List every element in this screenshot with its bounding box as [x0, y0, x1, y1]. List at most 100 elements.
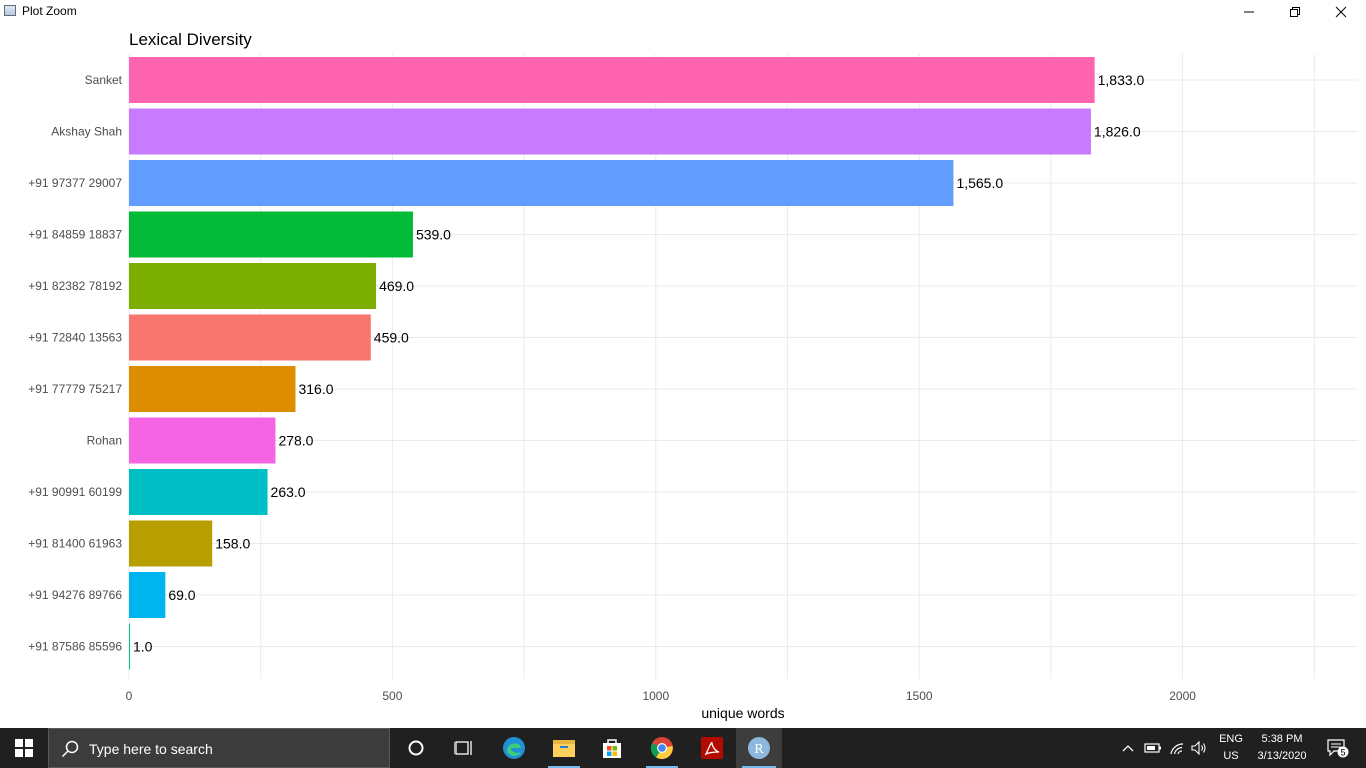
category-label: +91 81400 61963	[28, 537, 122, 551]
x-tick-label: 1500	[906, 689, 933, 703]
taskbar-r-app[interactable]: R	[736, 728, 782, 768]
category-label: Rohan	[87, 434, 122, 448]
value-label: 263.0	[271, 484, 306, 500]
x-tick-label: 2000	[1169, 689, 1196, 703]
restore-button[interactable]	[1272, 0, 1318, 24]
bar	[129, 108, 1091, 155]
bar	[129, 314, 371, 361]
category-label: Akshay Shah	[51, 125, 122, 139]
chart-title: Lexical Diversity	[129, 30, 252, 49]
value-label: 69.0	[168, 587, 195, 603]
value-label: 1.0	[133, 639, 153, 655]
network-indicator[interactable]	[1166, 728, 1188, 768]
active-indicator	[548, 766, 580, 768]
bar	[129, 520, 213, 567]
bar	[129, 211, 413, 258]
show-hidden-icons-button[interactable]	[1118, 728, 1138, 768]
wifi-icon	[1170, 743, 1184, 755]
bar	[129, 572, 166, 618]
taskbar-search-box[interactable]: Type here to search	[48, 728, 390, 768]
category-label: +91 72840 13563	[28, 331, 122, 345]
category-label: +91 82382 78192	[28, 279, 122, 293]
close-icon	[1335, 6, 1347, 18]
adobe-acrobat-icon	[701, 737, 723, 759]
file-explorer-icon	[553, 740, 575, 757]
minimize-button[interactable]	[1226, 0, 1272, 24]
category-label: +91 90991 60199	[28, 485, 122, 499]
bar	[129, 366, 296, 412]
chart-bars	[129, 57, 1095, 670]
x-tick-labels: 0 500 1000 1500 2000	[126, 689, 1197, 703]
cortana-circle-icon	[408, 740, 424, 756]
value-label: 158.0	[215, 536, 250, 552]
plot-window-icon	[4, 5, 16, 16]
chevron-up-icon	[1122, 745, 1134, 752]
active-indicator	[646, 766, 678, 768]
x-axis-label: unique words	[701, 705, 784, 721]
notification-icon: 5	[1327, 739, 1349, 758]
windows-logo-icon	[15, 739, 33, 757]
category-label: +91 77779 75217	[28, 382, 122, 396]
clock-date: 3/13/2020	[1257, 750, 1307, 762]
task-view-button[interactable]	[442, 728, 486, 768]
window-titlebar: Plot Zoom	[0, 0, 1366, 24]
category-label: +91 94276 89766	[28, 588, 122, 602]
value-label: 278.0	[278, 433, 313, 449]
value-label: 469.0	[379, 278, 414, 294]
taskbar-store[interactable]	[590, 728, 634, 768]
category-label: +91 87586 85596	[28, 640, 122, 654]
language-code: ENG	[1219, 733, 1243, 745]
close-button[interactable]	[1318, 0, 1364, 24]
category-label: Sanket	[85, 73, 123, 87]
bar	[129, 263, 377, 309]
clock-time: 5:38 PM	[1261, 733, 1303, 745]
r-app-letter: R	[754, 742, 764, 757]
start-button[interactable]	[0, 728, 48, 768]
category-label: +91 84859 18837	[28, 228, 122, 242]
notification-count: 5	[1340, 748, 1345, 758]
lexical-diversity-chart: Sanket Akshay Shah +91 97377 29007 +91 8485…	[28, 30, 1358, 721]
r-app-icon: R	[748, 737, 770, 759]
taskbar-edge[interactable]	[492, 728, 536, 768]
value-label: 1,826.0	[1094, 124, 1141, 140]
battery-icon	[1144, 743, 1161, 753]
search-placeholder: Type here to search	[89, 741, 213, 757]
clock[interactable]: 5:38 PM 3/13/2020	[1250, 728, 1314, 768]
taskbar-file-explorer[interactable]	[542, 728, 586, 768]
value-labels: 1,833.0 1,826.0 1,565.0 539.0 469.0 459.0 316.…	[133, 72, 1145, 655]
value-label: 316.0	[298, 381, 333, 397]
value-label: 459.0	[374, 330, 409, 346]
taskbar-acrobat[interactable]	[690, 728, 734, 768]
active-indicator	[742, 766, 776, 768]
bar	[129, 623, 130, 670]
bar	[129, 160, 954, 206]
value-label: 1,565.0	[956, 175, 1003, 191]
cortana-button[interactable]	[394, 728, 438, 768]
x-tick-label: 500	[382, 689, 402, 703]
chrome-browser-icon	[650, 737, 673, 760]
region-code: US	[1223, 750, 1239, 762]
task-view-icon	[454, 741, 472, 755]
windows-taskbar: Type here to search	[0, 728, 1366, 768]
volume-indicator[interactable]	[1188, 728, 1210, 768]
value-label: 539.0	[416, 227, 451, 243]
minimize-icon	[1244, 11, 1254, 13]
x-tick-label: 0	[126, 689, 133, 703]
battery-indicator[interactable]	[1142, 728, 1164, 768]
restore-icon	[1290, 7, 1300, 17]
microsoft-store-icon	[603, 739, 621, 758]
category-labels: Sanket Akshay Shah +91 97377 29007 +91 8485…	[28, 73, 122, 654]
speaker-icon	[1191, 741, 1206, 755]
language-indicator[interactable]: ENG US	[1214, 728, 1248, 768]
window-title: Plot Zoom	[22, 4, 77, 18]
value-label: 1,833.0	[1098, 72, 1145, 88]
edge-browser-icon	[503, 737, 525, 759]
taskbar-chrome[interactable]	[640, 728, 684, 768]
bar	[129, 57, 1095, 103]
x-tick-label: 1000	[642, 689, 669, 703]
bar	[129, 469, 268, 515]
category-label: +91 97377 29007	[28, 176, 122, 190]
action-center-button[interactable]: 5	[1318, 728, 1358, 768]
search-icon	[61, 740, 79, 758]
bar	[129, 417, 276, 464]
